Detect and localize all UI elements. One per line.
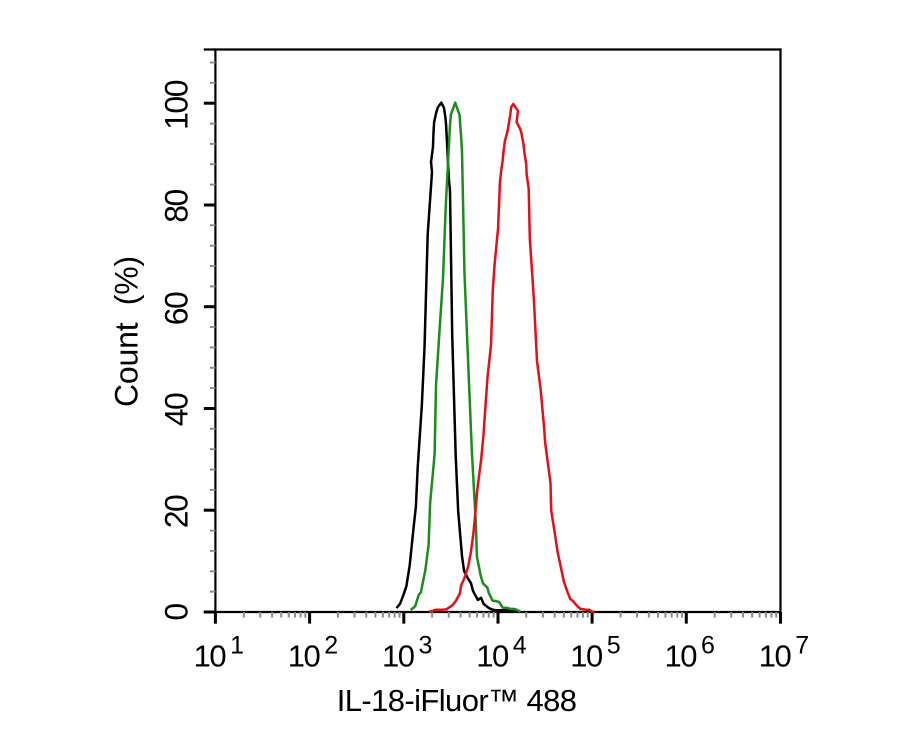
svg-text:0: 0 <box>159 604 195 621</box>
svg-text:40: 40 <box>159 393 195 426</box>
svg-text:80: 80 <box>159 190 195 223</box>
svg-text:IL-18-iFluor™ 488: IL-18-iFluor™ 488 <box>337 683 577 718</box>
svg-text:60: 60 <box>159 292 195 325</box>
svg-text:104: 10 4 <box>476 632 526 674</box>
svg-text:100: 100 <box>159 80 195 130</box>
svg-text:Count (%): Count (%) <box>108 256 144 407</box>
svg-text:106: 10 6 <box>665 632 715 674</box>
svg-text:20: 20 <box>159 495 195 528</box>
